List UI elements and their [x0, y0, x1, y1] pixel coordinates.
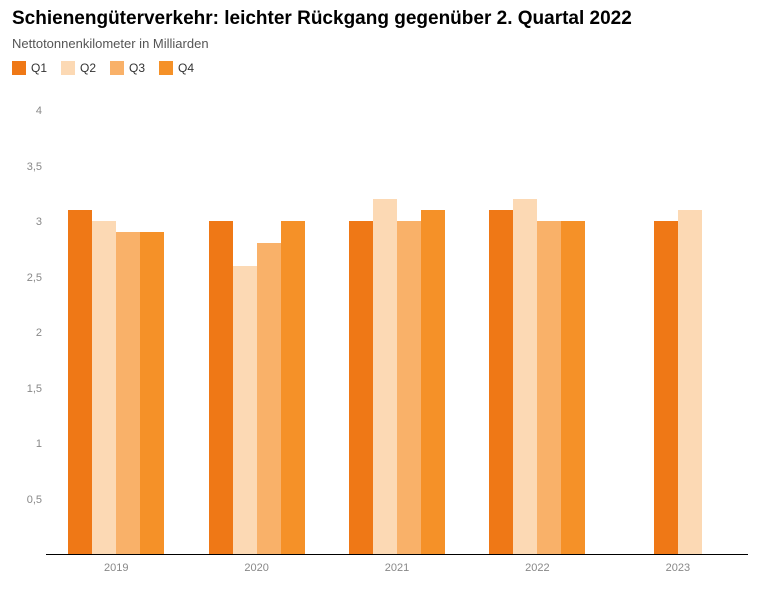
- bar-group-2021: 2021: [327, 89, 467, 554]
- bar-2020-q2: [233, 266, 257, 554]
- bar-2020-q1: [209, 221, 233, 554]
- bar-2022-q2: [513, 199, 537, 554]
- x-tick-label: 2022: [525, 562, 549, 574]
- legend-label: Q1: [31, 61, 47, 75]
- legend: Q1 Q2 Q3 Q4: [12, 61, 752, 75]
- bar-2022-q1: [489, 210, 513, 554]
- chart-subtitle: Nettotonnenkilometer in Milliarden: [12, 36, 752, 51]
- bar-group-2023: 2023: [608, 89, 748, 554]
- y-tick-label: 1: [12, 438, 42, 450]
- legend-item-q4: Q4: [159, 61, 194, 75]
- chart-title: Schienengüterverkehr: leichter Rückgang …: [12, 8, 752, 30]
- legend-swatch: [12, 61, 26, 75]
- bar-2023-q2: [678, 210, 702, 554]
- legend-label: Q3: [129, 61, 145, 75]
- bar-2022-q4: [561, 221, 585, 554]
- bar-2019-q4: [140, 232, 164, 554]
- y-tick-label: 2: [12, 327, 42, 339]
- legend-item-q3: Q3: [110, 61, 145, 75]
- x-tick-label: 2020: [244, 562, 268, 574]
- legend-item-q1: Q1: [12, 61, 47, 75]
- plot-region: 20192020202120222023: [46, 89, 748, 555]
- bar-2021-q1: [349, 221, 373, 554]
- bar-2021-q4: [421, 210, 445, 554]
- bar-2019-q3: [116, 232, 140, 554]
- x-tick-label: 2021: [385, 562, 409, 574]
- y-tick-label: 2,5: [12, 272, 42, 284]
- bar-2020-q4: [281, 221, 305, 554]
- y-tick-label: 0,5: [12, 494, 42, 506]
- bars-container: 20192020202120222023: [46, 89, 748, 554]
- bar-2020-q3: [257, 243, 281, 554]
- y-tick-label: 1,5: [12, 383, 42, 395]
- legend-swatch: [159, 61, 173, 75]
- x-tick-label: 2019: [104, 562, 128, 574]
- bar-group-2019: 2019: [46, 89, 186, 554]
- chart-area: 0,511,522,533,54 20192020202120222023: [12, 89, 752, 579]
- bar-2021-q3: [397, 221, 421, 554]
- legend-swatch: [61, 61, 75, 75]
- x-tick-label: 2023: [666, 562, 690, 574]
- legend-swatch: [110, 61, 124, 75]
- bar-2022-q3: [537, 221, 561, 554]
- bar-2019-q1: [68, 210, 92, 554]
- bar-2019-q2: [92, 221, 116, 554]
- y-tick-label: 3,5: [12, 161, 42, 173]
- legend-item-q2: Q2: [61, 61, 96, 75]
- bar-2023-q1: [654, 221, 678, 554]
- y-tick-label: 3: [12, 216, 42, 228]
- legend-label: Q2: [80, 61, 96, 75]
- bar-2021-q2: [373, 199, 397, 554]
- y-tick-label: 4: [12, 105, 42, 117]
- bar-group-2020: 2020: [186, 89, 326, 554]
- legend-label: Q4: [178, 61, 194, 75]
- bar-group-2022: 2022: [467, 89, 607, 554]
